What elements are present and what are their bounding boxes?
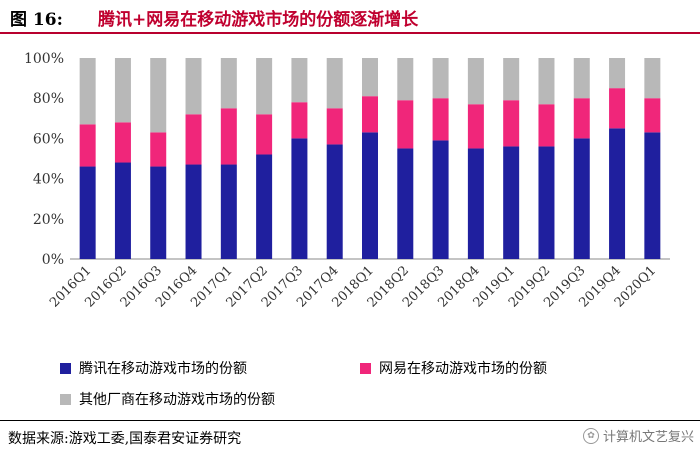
legend-swatch-tencent: [60, 362, 71, 374]
bar-segment-netease: [467, 104, 484, 149]
stacked-bar-chart: 0%20%40%60%80%100%2016Q12016Q22016Q32016…: [24, 51, 670, 311]
watermark: ✿ 计算机文艺复兴: [582, 426, 694, 445]
bar-segment-others: [326, 58, 343, 109]
legend-label-tencent: 腾讯在移动游戏市场的份额: [79, 361, 247, 377]
bar-segment-netease: [538, 104, 555, 147]
bar-segment-others: [291, 58, 308, 103]
bar-segment-others: [609, 58, 626, 89]
bar-segment-tencent: [185, 164, 202, 259]
bar-segment-others: [114, 58, 131, 123]
wechat-icon: ✿: [582, 427, 599, 444]
bar-segment-others: [432, 58, 449, 99]
bar-segment-others: [467, 58, 484, 105]
figure-label: 图 16:: [10, 10, 63, 30]
bar-segment-tencent: [397, 148, 414, 259]
bar-segment-others: [256, 58, 273, 115]
y-tick-label: 0%: [42, 252, 64, 268]
bar-segment-tencent: [644, 132, 661, 259]
bar-segment-netease: [114, 122, 131, 163]
legend-label-netease: 网易在移动游戏市场的份额: [379, 361, 547, 377]
bar-segment-netease: [644, 98, 661, 133]
bar-segment-netease: [150, 132, 167, 167]
bar-segment-others: [503, 58, 520, 101]
bar-segment-tencent: [432, 140, 449, 259]
y-tick-label: 40%: [33, 172, 64, 188]
bar-segment-netease: [185, 114, 202, 165]
bar-segment-others: [220, 58, 237, 109]
bar-segment-others: [573, 58, 590, 99]
legend-label-others: 其他厂商在移动游戏市场的份额: [79, 392, 275, 408]
bar-segment-tencent: [114, 162, 131, 259]
bar-segment-netease: [326, 108, 343, 145]
y-tick-label: 20%: [33, 212, 64, 228]
bar-segment-tencent: [538, 146, 555, 259]
bar-segment-netease: [573, 98, 590, 139]
bar-segment-others: [150, 58, 167, 133]
bar-segment-tencent: [291, 138, 308, 259]
bar-segment-netease: [503, 100, 520, 147]
bar-segment-others: [644, 58, 661, 99]
bar-segment-others: [397, 58, 414, 101]
bar-segment-others: [79, 58, 96, 125]
bar-segment-netease: [432, 98, 449, 141]
bar-segment-tencent: [362, 132, 378, 259]
y-tick-label: 60%: [33, 131, 64, 147]
legend-swatch-others: [60, 393, 71, 405]
bar-segment-tencent: [467, 148, 484, 259]
legend-swatch-netease: [360, 362, 371, 374]
chart-title: 腾讯+网易在移动游戏市场的份额逐渐增长: [98, 10, 419, 30]
legend-item-others: 其他厂商在移动游戏市场的份额: [60, 389, 275, 409]
footer-divider: [0, 420, 700, 421]
bar-segment-others: [362, 58, 378, 97]
bar-segment-netease: [397, 100, 414, 149]
bar-segment-netease: [291, 102, 308, 139]
bar-segment-tencent: [573, 138, 590, 259]
legend-item-tencent: 腾讯在移动游戏市场的份额: [60, 358, 247, 378]
title-bar: 图 16: 腾讯+网易在移动游戏市场的份额逐渐增长: [0, 0, 700, 34]
data-source: 数据来源:游戏工委,国泰君安证券研究: [8, 431, 242, 447]
bar-segment-netease: [220, 108, 237, 165]
bar-segment-netease: [609, 88, 626, 129]
bar-segment-tencent: [79, 166, 96, 259]
bar-segment-tencent: [256, 154, 273, 259]
bar-segment-tencent: [326, 144, 343, 259]
bar-segment-tencent: [220, 164, 237, 259]
bar-segment-tencent: [150, 166, 167, 259]
legend-item-netease: 网易在移动游戏市场的份额: [360, 358, 547, 378]
bar-segment-others: [185, 58, 202, 115]
bar-segment-tencent: [609, 128, 626, 259]
bar-segment-netease: [362, 96, 378, 133]
bar-segment-netease: [79, 124, 96, 167]
y-tick-label: 100%: [24, 51, 64, 67]
bar-segment-others: [538, 58, 555, 105]
watermark-text: 计算机文艺复兴: [602, 430, 694, 445]
y-tick-label: 80%: [33, 91, 64, 107]
bar-segment-netease: [256, 114, 273, 155]
bar-segment-tencent: [503, 146, 520, 259]
